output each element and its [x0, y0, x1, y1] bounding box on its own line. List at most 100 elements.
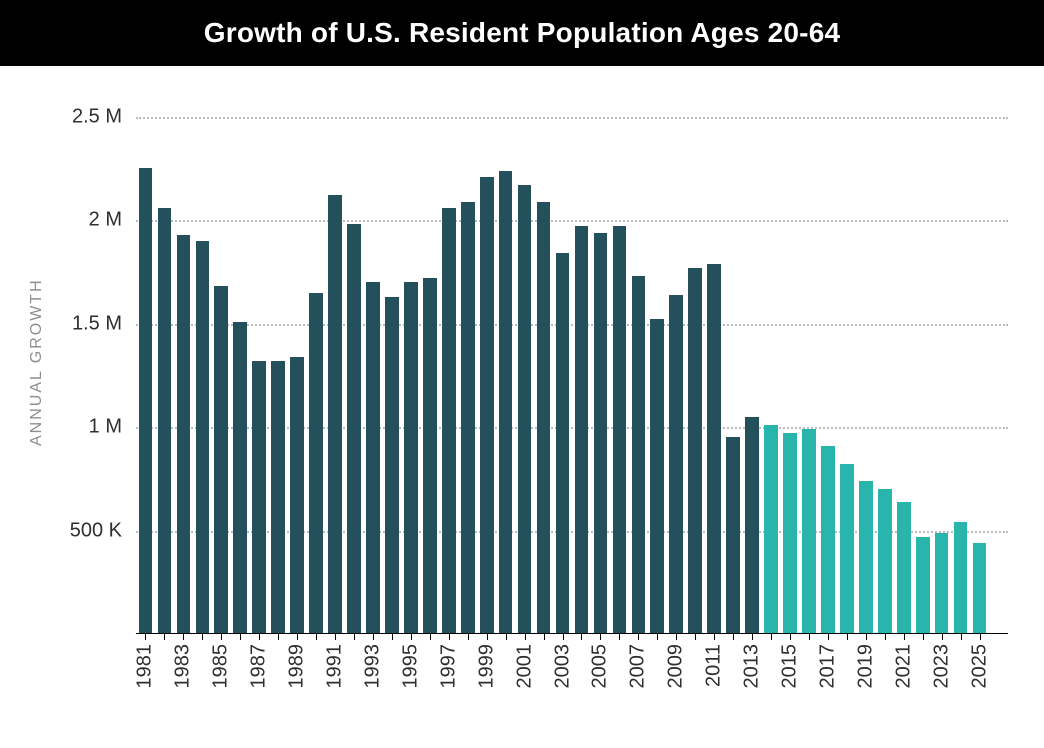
x-tick-label: 1999	[475, 644, 498, 689]
x-tick	[733, 634, 734, 640]
x-tick	[638, 634, 639, 640]
x-tick	[847, 634, 848, 640]
bar	[499, 171, 513, 635]
x-tick-label: 1997	[437, 644, 460, 689]
x-tick	[600, 634, 601, 640]
bar	[537, 202, 551, 634]
x-tick	[676, 634, 677, 640]
x-tick	[885, 634, 886, 640]
x-tick-label: 2013	[741, 644, 764, 689]
bar	[423, 278, 437, 634]
x-tick-label: 2019	[854, 644, 877, 689]
x-tick	[373, 634, 374, 640]
bar	[366, 282, 380, 634]
bar	[480, 177, 494, 634]
y-tick-label: 1 M	[89, 416, 122, 439]
x-tick	[316, 634, 317, 640]
x-axis-baseline	[136, 633, 1008, 634]
bar	[821, 446, 835, 634]
x-tick	[790, 634, 791, 640]
x-tick	[904, 634, 905, 640]
x-tick-label: 2015	[779, 644, 802, 689]
bar	[518, 185, 532, 634]
bar	[840, 464, 854, 634]
bar	[442, 208, 456, 634]
bar	[594, 233, 608, 634]
bar	[328, 195, 342, 634]
bar	[556, 253, 570, 634]
x-tick-label: 2025	[968, 644, 991, 689]
x-tick	[297, 634, 298, 640]
bar	[916, 537, 930, 634]
x-tick	[809, 634, 810, 640]
bar	[954, 522, 968, 634]
bar	[575, 226, 589, 634]
x-tick	[449, 634, 450, 640]
bar	[650, 319, 664, 634]
bar	[158, 208, 172, 634]
bar	[897, 502, 911, 634]
x-tick	[866, 634, 867, 640]
x-tick-label: 1989	[286, 644, 309, 689]
bar	[707, 264, 721, 634]
bar	[385, 297, 399, 634]
bar	[309, 293, 323, 634]
x-tick	[752, 634, 753, 640]
bar	[233, 322, 247, 634]
x-tick	[221, 634, 222, 640]
x-tick	[411, 634, 412, 640]
x-tick	[183, 634, 184, 640]
x-tick-label: 2021	[892, 644, 915, 689]
bar	[290, 357, 304, 634]
bar	[783, 433, 797, 634]
x-tick	[657, 634, 658, 640]
x-tick	[563, 634, 564, 640]
bar	[177, 235, 191, 634]
bar	[613, 226, 627, 634]
bar	[461, 202, 475, 634]
bar	[745, 417, 759, 634]
x-tick	[164, 634, 165, 640]
bar	[347, 224, 361, 634]
x-tick	[581, 634, 582, 640]
bar	[196, 241, 210, 634]
x-tick	[430, 634, 431, 640]
x-tick	[619, 634, 620, 640]
x-tick-label: 1981	[134, 644, 157, 689]
x-tick-label: 1983	[172, 644, 195, 689]
x-tick	[335, 634, 336, 640]
bar	[271, 361, 285, 634]
x-tick	[961, 634, 962, 640]
x-tick-label: 2005	[589, 644, 612, 689]
x-tick	[828, 634, 829, 640]
bar	[688, 268, 702, 634]
bar	[632, 276, 646, 634]
y-tick-label: 2 M	[89, 209, 122, 232]
x-tick	[392, 634, 393, 640]
x-tick	[145, 634, 146, 640]
x-tick	[202, 634, 203, 640]
x-tick	[354, 634, 355, 640]
x-tick-label: 2001	[513, 644, 536, 689]
bars-layer	[136, 96, 1008, 634]
x-tick-label: 2009	[665, 644, 688, 689]
bar	[802, 429, 816, 634]
chart-title: Growth of U.S. Resident Population Ages …	[204, 17, 840, 49]
y-tick-label: 500 K	[70, 519, 122, 542]
x-tick-label: 2007	[627, 644, 650, 689]
bar	[214, 286, 228, 634]
x-tick-label: 1993	[361, 644, 384, 689]
x-tick-label: 1991	[324, 644, 347, 689]
x-tick-label: 2011	[703, 644, 726, 687]
bar	[139, 168, 153, 634]
bar	[764, 425, 778, 634]
y-tick-label: 2.5 M	[72, 105, 122, 128]
x-tick-label: 2023	[930, 644, 953, 689]
chart-title-bar: Growth of U.S. Resident Population Ages …	[0, 0, 1044, 66]
bar	[669, 295, 683, 634]
x-tick-label: 1987	[248, 644, 271, 689]
x-tick	[714, 634, 715, 640]
x-tick	[942, 634, 943, 640]
x-tick	[487, 634, 488, 640]
x-tick	[771, 634, 772, 640]
